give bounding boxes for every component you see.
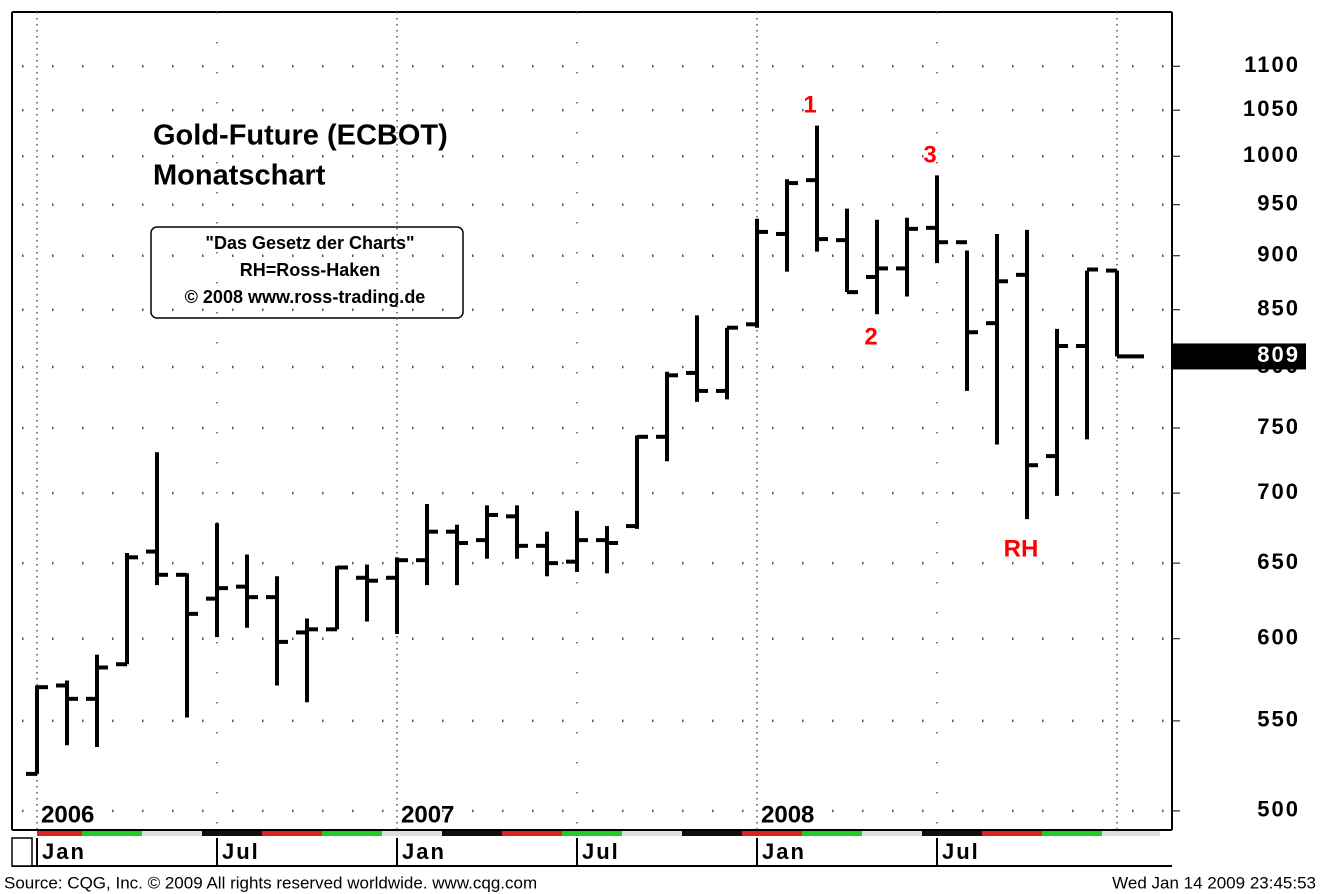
chart-title: Gold-Future (ECBOT) bbox=[153, 120, 448, 152]
y-tick-label: 900 bbox=[1257, 242, 1300, 267]
y-tick-label: 600 bbox=[1257, 625, 1300, 650]
annotation: 3 bbox=[923, 141, 936, 168]
period-strip bbox=[442, 831, 502, 836]
y-tick-label: 650 bbox=[1257, 549, 1300, 574]
x-tick-label: Jul bbox=[222, 839, 260, 864]
y-tick-label: 550 bbox=[1257, 707, 1300, 732]
period-strip bbox=[622, 831, 682, 836]
period-strip bbox=[502, 831, 562, 836]
period-strip bbox=[202, 831, 262, 836]
annotation: RH bbox=[1004, 535, 1039, 562]
period-strip bbox=[922, 831, 982, 836]
period-strip bbox=[382, 831, 442, 836]
year-label: 2006 bbox=[41, 801, 94, 828]
period-strip bbox=[322, 831, 382, 836]
timestamp: Wed Jan 14 2009 23:45:53 bbox=[1112, 873, 1316, 892]
corner-box bbox=[11, 837, 33, 867]
chart-subtitle: Monatschart bbox=[153, 160, 326, 192]
annotation: 1 bbox=[803, 91, 816, 118]
period-strip bbox=[742, 831, 802, 836]
y-tick-label: 950 bbox=[1257, 191, 1300, 216]
y-tick-label: 700 bbox=[1257, 479, 1300, 504]
period-strip bbox=[862, 831, 922, 836]
period-strip bbox=[82, 831, 142, 836]
y-tick-label: 1050 bbox=[1243, 96, 1300, 121]
y-tick-label: 1000 bbox=[1243, 142, 1300, 167]
period-strip bbox=[262, 831, 322, 836]
source: Source: CQG, Inc. © 2009 All rights rese… bbox=[4, 873, 537, 892]
info-text: © 2008 www.ross-trading.de bbox=[185, 287, 426, 307]
period-strip bbox=[1102, 831, 1160, 836]
x-tick-label: Jan bbox=[402, 839, 446, 864]
last-price-label: 809 bbox=[1257, 342, 1300, 367]
y-tick-label: 850 bbox=[1257, 296, 1300, 321]
period-strip bbox=[37, 831, 82, 836]
annotation: 2 bbox=[864, 323, 877, 350]
period-strip bbox=[682, 831, 742, 836]
period-strip bbox=[802, 831, 862, 836]
year-label: 2007 bbox=[401, 801, 454, 828]
y-tick-label: 500 bbox=[1257, 797, 1300, 822]
info-text: RH=Ross-Haken bbox=[240, 260, 381, 280]
year-label: 2008 bbox=[761, 801, 814, 828]
period-strip bbox=[1042, 831, 1102, 836]
x-tick-label: Jan bbox=[42, 839, 86, 864]
info-text: "Das Gesetz der Charts" bbox=[205, 233, 414, 253]
x-tick-label: Jul bbox=[582, 839, 620, 864]
info-box bbox=[150, 226, 464, 319]
x-tick-label: Jul bbox=[942, 839, 980, 864]
y-tick-label: 750 bbox=[1257, 414, 1300, 439]
y-tick-label: 1100 bbox=[1244, 52, 1300, 77]
period-strip bbox=[142, 831, 202, 836]
period-strip bbox=[562, 831, 622, 836]
last-price-box bbox=[1172, 343, 1306, 370]
x-tick-label: Jan bbox=[762, 839, 806, 864]
period-strip bbox=[982, 831, 1042, 836]
